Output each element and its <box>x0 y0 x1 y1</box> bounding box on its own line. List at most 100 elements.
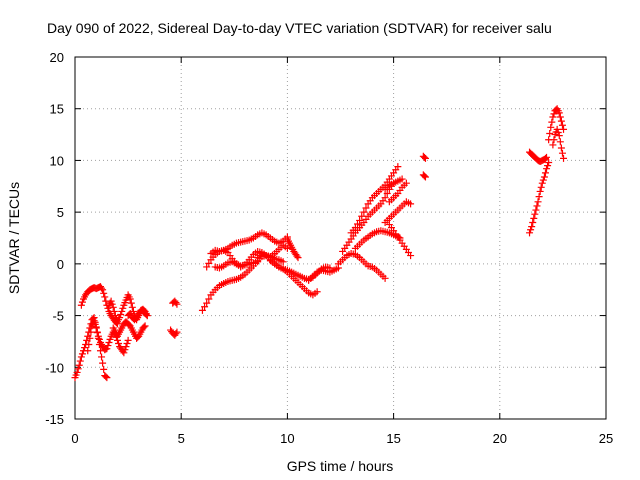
axis-ticks <box>74 56 607 420</box>
data-point <box>122 343 130 351</box>
series-track-r <box>339 179 398 255</box>
data-point-interp <box>353 220 361 228</box>
data-point-interp <box>98 353 106 361</box>
data-point-interp <box>117 311 125 319</box>
data-point <box>421 154 429 162</box>
data-point <box>141 322 149 330</box>
data-point-interp <box>205 295 213 303</box>
data-point-interp <box>108 300 116 308</box>
data-point <box>402 179 410 187</box>
data-point <box>173 328 181 336</box>
data-point <box>549 113 557 121</box>
data-point <box>105 338 113 346</box>
x-tick-labels: 0 5 10 15 20 25 <box>71 431 613 446</box>
data-point <box>77 353 85 361</box>
plot-frame <box>74 56 607 420</box>
data-point <box>407 252 415 260</box>
series-track-z <box>419 171 429 181</box>
data-point <box>103 374 111 382</box>
series-track-f <box>124 305 151 324</box>
data-point-interp <box>74 365 82 373</box>
series-track-g <box>167 326 181 339</box>
series-track-y <box>419 152 429 162</box>
data-point <box>545 158 553 166</box>
data-point-interp <box>527 226 535 234</box>
series-track-ad <box>549 125 568 162</box>
data-point <box>540 173 548 181</box>
data-point <box>549 141 557 149</box>
data-point-interp <box>85 341 93 349</box>
data-points <box>71 105 568 382</box>
x-tick-label: 5 <box>178 431 185 446</box>
data-point <box>398 175 406 183</box>
data-point <box>99 286 107 294</box>
data-point-interp <box>362 204 370 212</box>
data-point-interp <box>420 172 428 180</box>
data-point-interp <box>123 339 131 347</box>
data-point <box>547 123 555 131</box>
data-point-interp <box>81 344 89 352</box>
data-point-interp <box>558 121 566 129</box>
data-point <box>279 258 287 266</box>
data-point <box>294 254 302 262</box>
data-point-interp <box>550 136 558 144</box>
data-point-interp <box>172 330 180 338</box>
data-point <box>536 187 544 195</box>
data-point <box>543 165 551 173</box>
x-tick-label: 0 <box>71 431 78 446</box>
data-point <box>283 244 291 252</box>
data-point-interp <box>121 346 129 354</box>
series-track-x <box>385 221 415 260</box>
data-point <box>534 198 542 206</box>
data-point <box>530 214 538 222</box>
series-track-ab <box>526 148 551 165</box>
data-point-interp <box>100 289 108 297</box>
series-track-k <box>207 229 291 258</box>
data-point-interp <box>548 118 556 126</box>
data-point-interp <box>78 350 86 358</box>
data-point-interp <box>535 193 543 201</box>
data-point <box>75 361 83 369</box>
data-point <box>116 314 124 322</box>
data-point <box>351 224 359 232</box>
data-point-interp <box>100 365 108 373</box>
data-point-interp <box>539 176 547 184</box>
data-point-interp <box>531 210 539 218</box>
x-tick-label: 10 <box>280 431 294 446</box>
data-point-interp <box>529 218 537 226</box>
series-track-l <box>211 258 262 272</box>
data-point <box>313 288 321 296</box>
data-point-interp <box>78 298 86 306</box>
data-point <box>124 336 132 344</box>
data-point <box>557 144 565 152</box>
data-point <box>109 303 117 311</box>
data-point <box>94 332 102 340</box>
series-track-ac <box>545 105 568 144</box>
data-point <box>407 200 415 208</box>
data-point-interp <box>95 335 103 343</box>
data-point <box>99 359 107 367</box>
data-point <box>198 306 206 314</box>
data-point <box>557 117 565 125</box>
data-point <box>92 324 100 332</box>
data-point-interp <box>541 154 549 162</box>
data-point-interp <box>87 328 95 336</box>
data-point-interp <box>546 130 554 138</box>
series-track-p <box>305 264 342 284</box>
data-point <box>381 274 389 282</box>
data-point-interp <box>201 303 209 311</box>
grid <box>75 57 606 419</box>
x-tick-label: 15 <box>386 431 400 446</box>
data-point-interp <box>140 323 148 331</box>
y-tick-label: -5 <box>52 309 64 324</box>
data-point-interp <box>91 320 99 328</box>
data-point-interp <box>172 299 180 307</box>
x-axis-label: GPS time / hours <box>287 458 394 474</box>
data-point <box>532 206 540 214</box>
data-point-interp <box>556 113 564 121</box>
data-point-interp <box>383 190 391 198</box>
data-point <box>203 299 211 307</box>
data-point-interp <box>541 169 549 177</box>
x-tick-label: 20 <box>493 431 507 446</box>
